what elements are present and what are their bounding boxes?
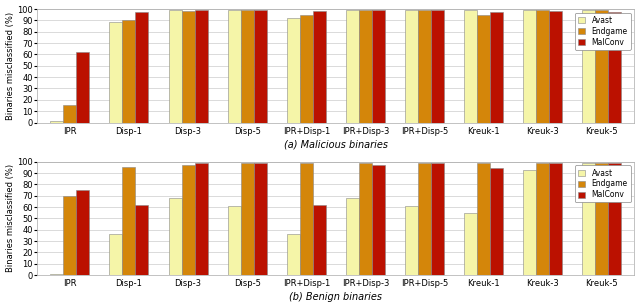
Bar: [51, 121, 63, 123]
Bar: [372, 165, 385, 275]
Bar: [313, 11, 326, 123]
Bar: [228, 206, 241, 275]
Bar: [477, 163, 490, 275]
Bar: [431, 163, 444, 275]
Bar: [549, 11, 563, 123]
Bar: [524, 170, 536, 275]
Bar: [595, 10, 609, 123]
Bar: [195, 10, 207, 123]
Bar: [63, 105, 76, 123]
Bar: [51, 274, 63, 275]
Bar: [524, 10, 536, 123]
Bar: [195, 163, 207, 275]
Bar: [431, 10, 444, 123]
Bar: [253, 10, 267, 123]
Bar: [313, 205, 326, 275]
Bar: [477, 15, 490, 123]
Bar: [372, 10, 385, 123]
Legend: Avast, Endgame, MalConv: Avast, Endgame, MalConv: [575, 13, 630, 50]
Bar: [287, 18, 300, 123]
Bar: [136, 12, 148, 123]
Bar: [549, 163, 563, 275]
Bar: [76, 52, 90, 123]
Bar: [536, 10, 549, 123]
Bar: [168, 198, 182, 275]
Bar: [346, 10, 359, 123]
Bar: [418, 10, 431, 123]
Bar: [490, 168, 503, 275]
Bar: [241, 163, 253, 275]
Bar: [418, 163, 431, 275]
Bar: [122, 20, 136, 123]
Bar: [168, 10, 182, 123]
Bar: [464, 10, 477, 123]
Bar: [109, 234, 122, 275]
Bar: [582, 10, 595, 123]
Bar: [76, 190, 90, 275]
Legend: Avast, Endgame, MalConv: Avast, Endgame, MalConv: [575, 165, 630, 202]
Bar: [253, 163, 267, 275]
Bar: [182, 11, 195, 123]
Bar: [300, 163, 313, 275]
Bar: [609, 163, 621, 275]
Bar: [346, 198, 359, 275]
Bar: [182, 165, 195, 275]
Y-axis label: Binaries misclassified (%): Binaries misclassified (%): [6, 12, 15, 120]
Y-axis label: Binaries misclassified (%): Binaries misclassified (%): [6, 164, 15, 273]
Bar: [536, 163, 549, 275]
X-axis label: (b) Benign binaries: (b) Benign binaries: [289, 292, 382, 302]
Bar: [136, 205, 148, 275]
Bar: [405, 10, 418, 123]
Bar: [490, 12, 503, 123]
Bar: [287, 234, 300, 275]
Bar: [109, 22, 122, 123]
Bar: [228, 10, 241, 123]
Bar: [595, 163, 609, 275]
Bar: [359, 10, 372, 123]
Bar: [609, 12, 621, 123]
Bar: [122, 167, 136, 275]
Bar: [464, 213, 477, 275]
Bar: [582, 163, 595, 275]
Bar: [405, 206, 418, 275]
Bar: [359, 163, 372, 275]
Bar: [63, 196, 76, 275]
Bar: [241, 10, 253, 123]
Bar: [300, 15, 313, 123]
X-axis label: (a) Malicious binaries: (a) Malicious binaries: [284, 140, 388, 150]
